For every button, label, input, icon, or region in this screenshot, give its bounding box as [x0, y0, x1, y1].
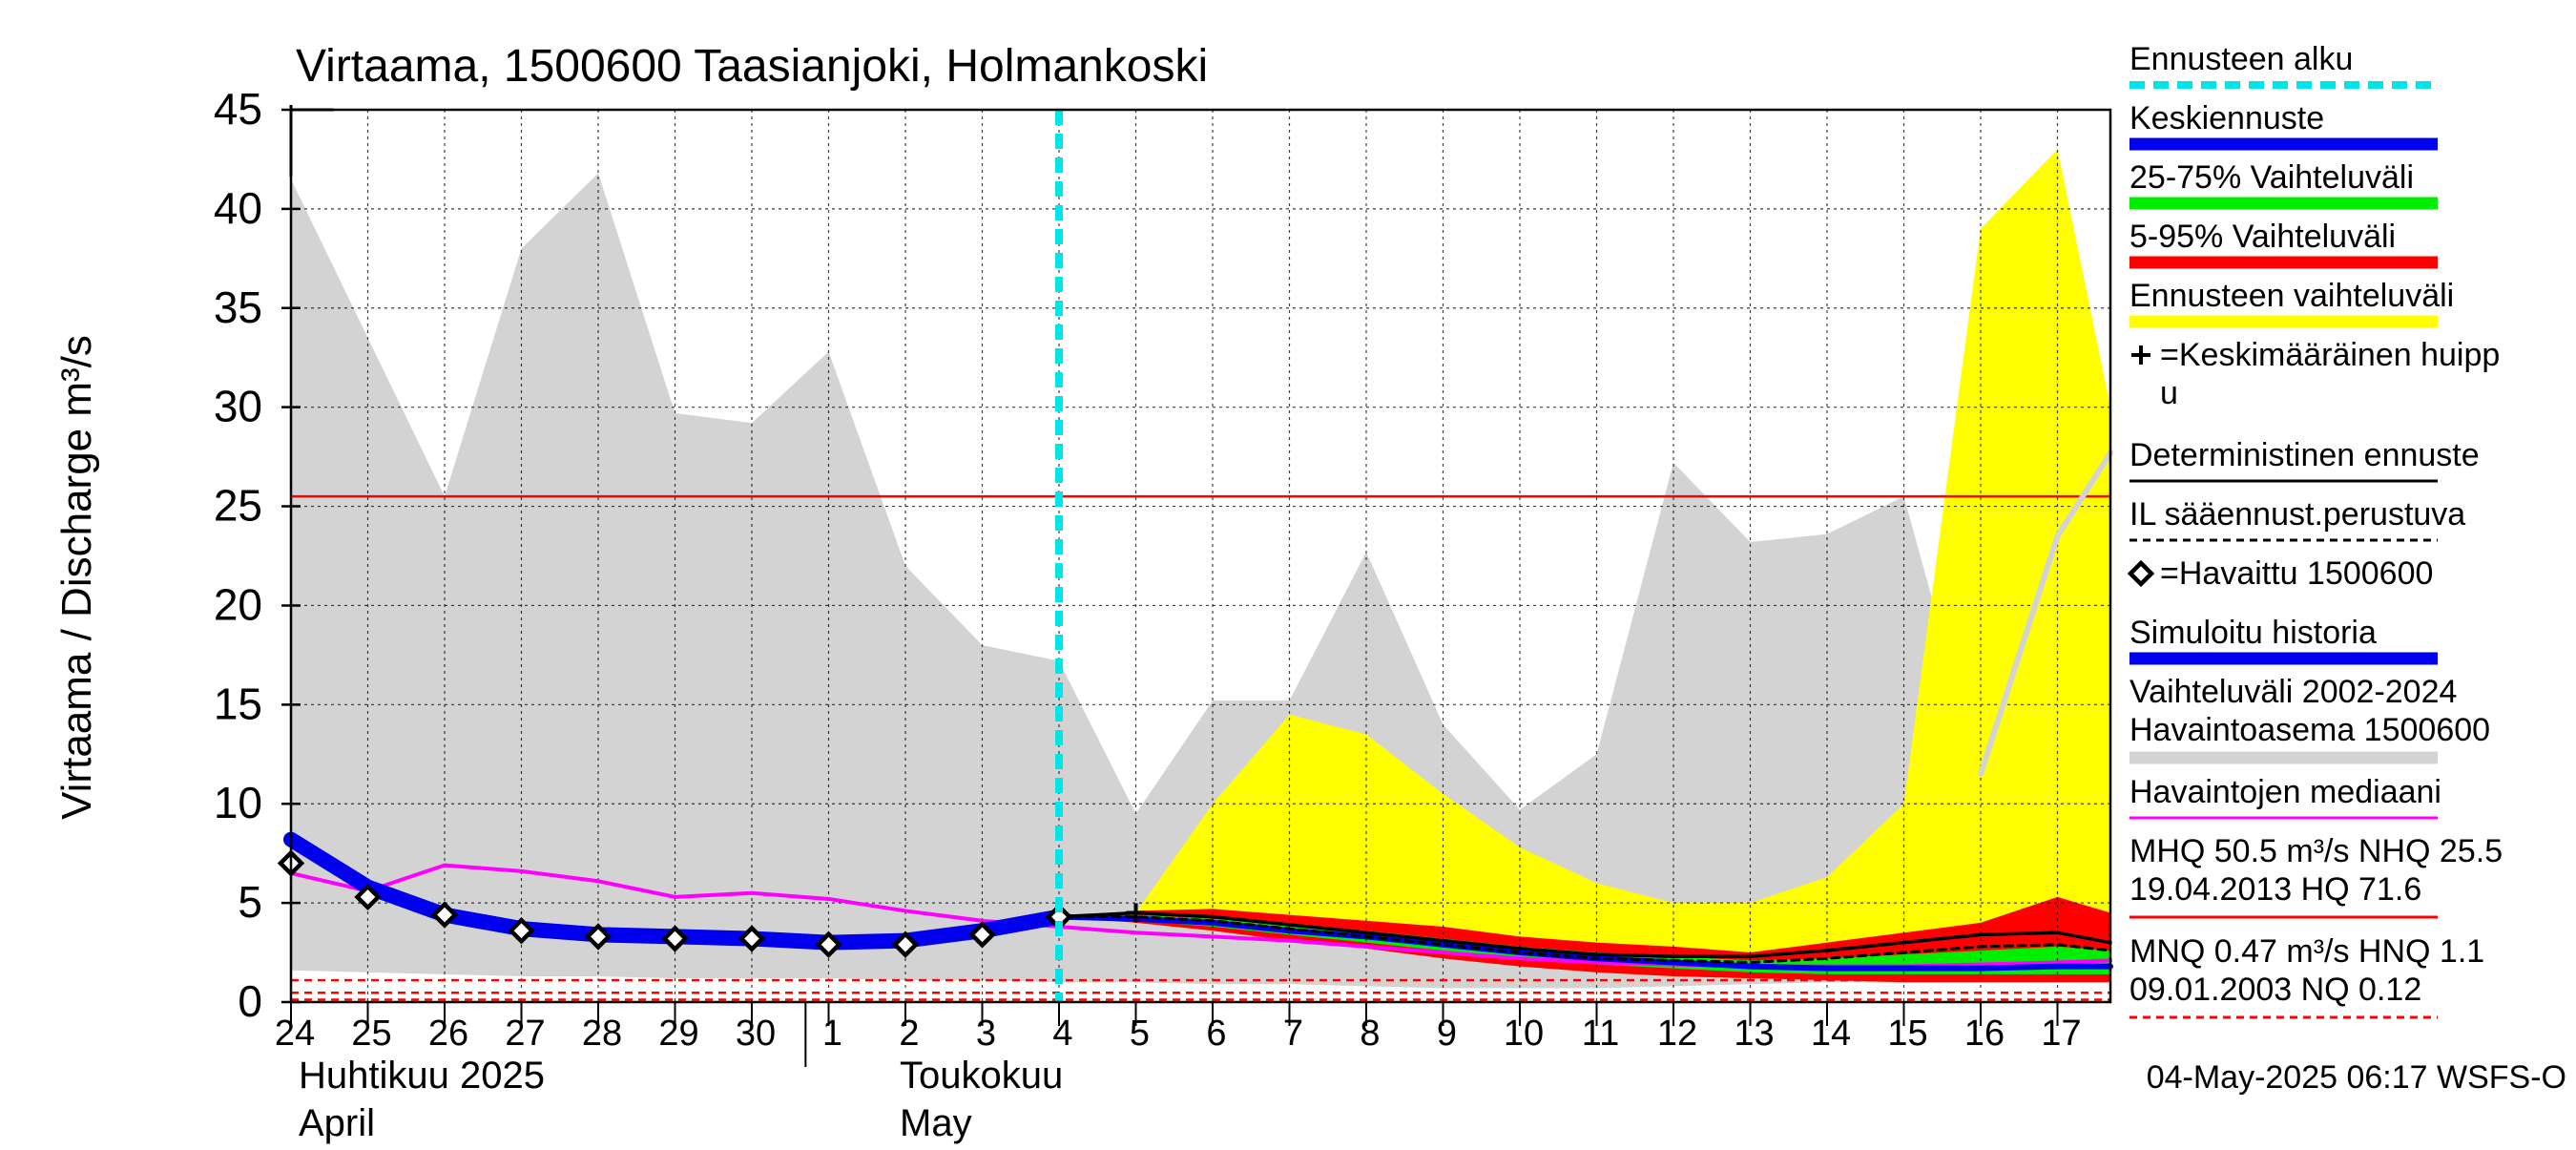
- legend-label: Keskiennuste: [2129, 100, 2324, 136]
- x-tick-label: 17: [2041, 1014, 2081, 1054]
- legend-label: 09.01.2003 NQ 0.12: [2129, 972, 2421, 1008]
- legend-label: MHQ 50.5 m³/s NHQ 25.5: [2129, 833, 2503, 869]
- x-tick-label: 12: [1657, 1014, 1697, 1054]
- x-tick-label: 28: [582, 1014, 622, 1054]
- x-tick-label: 15: [1887, 1014, 1927, 1054]
- x-tick-label: 27: [505, 1014, 545, 1054]
- x-tick-label: 13: [1734, 1014, 1774, 1054]
- observed-point: [968, 921, 996, 949]
- x-tick-label: 5: [1130, 1014, 1150, 1054]
- x-tick-label: 25: [351, 1014, 391, 1054]
- x-tick-label: 30: [736, 1014, 776, 1054]
- legend-label: 25-75% Vaihteluväli: [2129, 159, 2414, 196]
- x-tick-label: 29: [658, 1014, 698, 1054]
- legend-label: Havaintoasema 1500600: [2129, 712, 2490, 748]
- x-tick-label: 24: [275, 1014, 315, 1054]
- x-tick-label: 1: [822, 1014, 842, 1054]
- x-tick-label: 6: [1206, 1014, 1226, 1054]
- x-tick-label: 8: [1360, 1014, 1380, 1054]
- x-tick-label: 10: [1504, 1014, 1544, 1054]
- top-left-bracket: [289, 105, 334, 177]
- legend-swatch-diamond: [2127, 559, 2155, 588]
- observed-point: [508, 917, 535, 945]
- historical-range-band: [291, 173, 2110, 989]
- grey-extension-line: [1978, 450, 2113, 778]
- legend-label: 19.04.2013 HQ 71.6: [2129, 871, 2421, 908]
- month-label-en: April: [299, 1102, 375, 1144]
- observed-point: [737, 925, 766, 952]
- x-tick-label: 2: [899, 1014, 919, 1054]
- y-tick-label: 10: [214, 778, 262, 827]
- legend-label: Havaintojen mediaani: [2129, 774, 2441, 810]
- x-tick-label: 7: [1283, 1014, 1303, 1054]
- deterministic-forecast-line: [1057, 910, 2112, 958]
- y-tick-label: 15: [214, 679, 262, 728]
- observed-point: [584, 923, 613, 951]
- month-label-fi: Huhtikuu 2025: [299, 1055, 545, 1097]
- month-label-fi: Toukokuu: [900, 1055, 1063, 1097]
- y-tick-label: 45: [214, 84, 262, 134]
- x-tick-label: 14: [1811, 1014, 1851, 1054]
- grid-layer: [290, 110, 2110, 1002]
- x-tick-label: 4: [1052, 1014, 1072, 1054]
- chart-title: Virtaama, 1500600 Taasianjoki, Holmankos…: [296, 41, 1208, 92]
- y-tick-label: 0: [238, 976, 262, 1026]
- x-tick-label: 3: [976, 1014, 996, 1054]
- lines-layer: [277, 110, 2113, 1002]
- legend-label: MNQ 0.47 m³/s HNQ 1.1: [2129, 933, 2484, 970]
- x-tick-label: 11: [1582, 1014, 1619, 1054]
- month-label-en: May: [900, 1102, 972, 1144]
- y-tick-label: 40: [214, 183, 262, 233]
- x-tick-label: 9: [1437, 1014, 1457, 1054]
- legend-label: Deterministinen ennuste: [2129, 437, 2480, 473]
- legend: Ennusteen alku Keskiennuste 25-75% Vaihtel…: [2127, 41, 2503, 1019]
- plot-frame: [289, 108, 2112, 1004]
- legend-label: Vaihteluväli 2002-2024: [2129, 674, 2457, 710]
- legend-label: =Keskimääräinen huipp: [2160, 337, 2500, 373]
- x-tick-label: 16: [1964, 1014, 2005, 1054]
- legend-label: 5-95% Vaihteluväli: [2129, 219, 2396, 255]
- forecast-range-band: [1059, 149, 2110, 983]
- y-axis-label: Virtaama / Discharge m³/s: [53, 335, 100, 820]
- x-tick-label: 26: [428, 1014, 468, 1054]
- il-forecast-line: [1057, 915, 2112, 964]
- y-tick-label: 5: [238, 877, 262, 927]
- legend-label: Simuloitu historia: [2129, 615, 2377, 651]
- y-tick-label: 25: [214, 481, 262, 531]
- legend-label: u: [2160, 375, 2178, 411]
- footer-timestamp: 04-May-2025 06:17 WSFS-O: [2147, 1059, 2566, 1096]
- y-tick-label: 20: [214, 579, 262, 629]
- legend-label: Ennusteen alku: [2129, 41, 2353, 77]
- y-tick-label: 35: [214, 282, 262, 332]
- y-tick-label: 30: [214, 382, 262, 431]
- observed-point: [354, 883, 382, 911]
- legend-label: Ennusteen vaihteluväli: [2129, 278, 2454, 314]
- mean-peak-marker: [1126, 903, 1146, 923]
- legend-label: =Havaittu 1500600: [2160, 555, 2433, 592]
- observed-point: [891, 930, 920, 958]
- legend-label: IL sääennust.perustuva: [2129, 496, 2465, 533]
- observed-point: [815, 930, 842, 958]
- observed-point: [430, 901, 459, 929]
- bands-layer: [291, 149, 2110, 989]
- observed-point: [661, 925, 689, 952]
- legend-swatch-plus: [2131, 345, 2150, 365]
